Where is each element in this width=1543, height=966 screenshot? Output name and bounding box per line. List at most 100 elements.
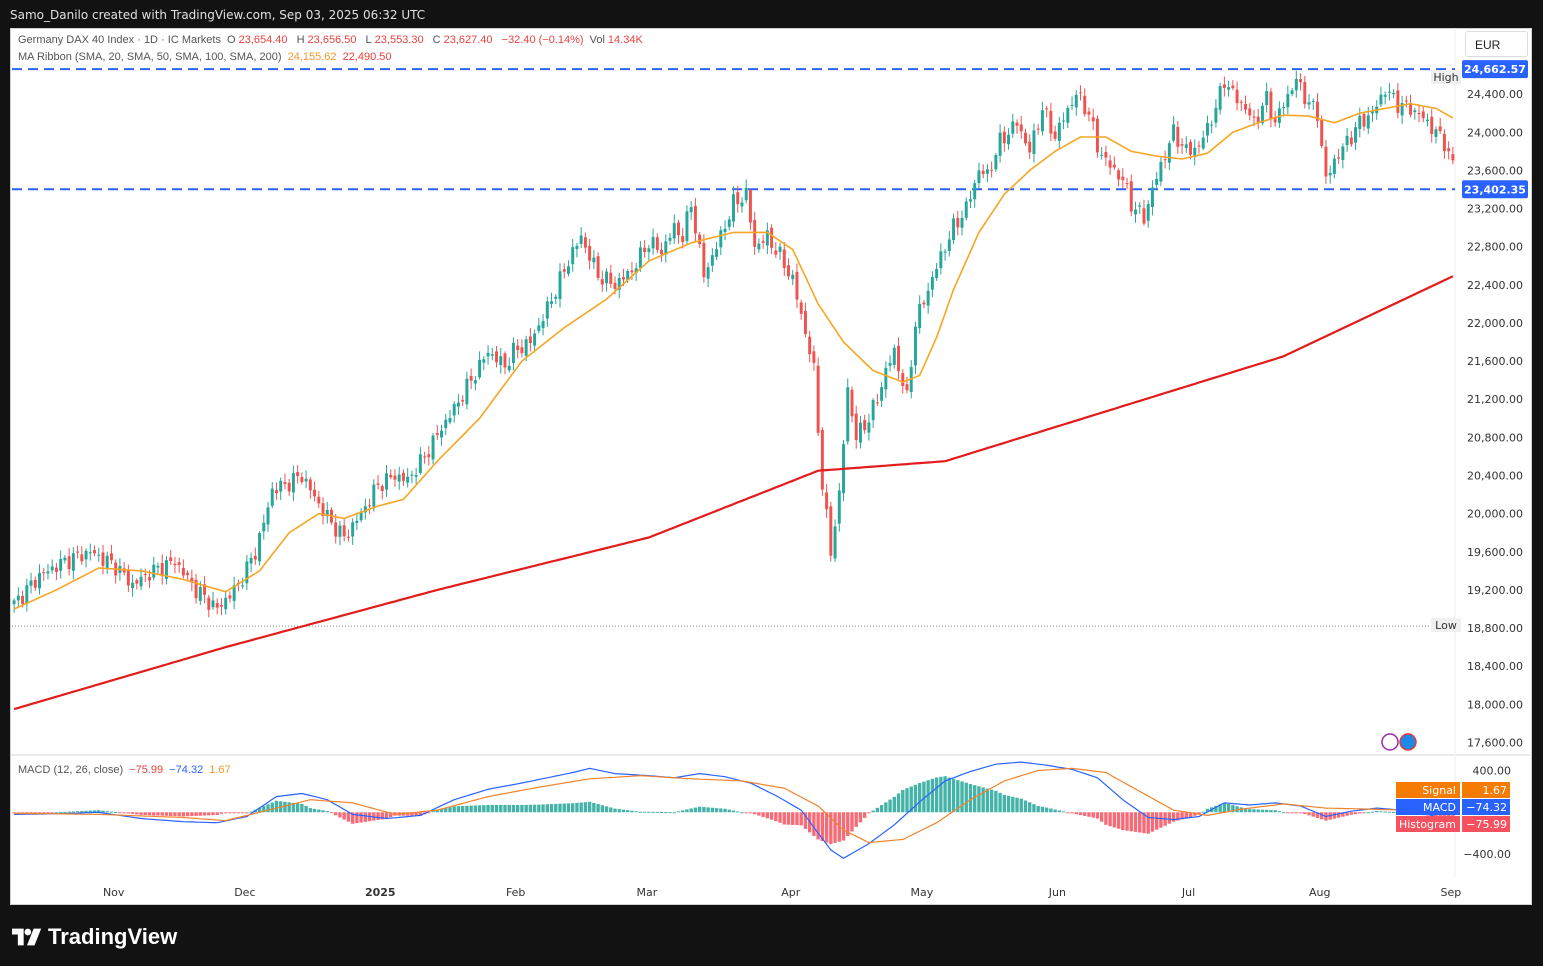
candle-body xyxy=(1100,154,1104,156)
candle-body xyxy=(1354,127,1358,143)
macd-histogram-bar xyxy=(511,804,516,813)
candle-body xyxy=(1248,108,1252,116)
macd-histogram-bar xyxy=(1193,812,1197,816)
macd-histogram-bar xyxy=(613,808,617,813)
macd-histogram-bar xyxy=(1057,810,1062,813)
candle-body xyxy=(774,250,778,255)
candle-body xyxy=(131,582,135,589)
candle-body xyxy=(1332,158,1336,174)
candle-body xyxy=(1193,147,1197,158)
macd-histogram-bar xyxy=(359,812,363,823)
candle-body xyxy=(1273,118,1277,123)
macd-histogram-bar xyxy=(1006,795,1011,813)
candle-body xyxy=(977,170,981,184)
candle-body xyxy=(304,478,308,482)
macd-histogram-bar xyxy=(405,812,410,816)
macd-histogram-bar xyxy=(342,812,346,820)
macd-histogram-bar xyxy=(867,812,871,814)
macd-histogram-bar xyxy=(1218,804,1222,813)
macd-histogram-bar xyxy=(774,812,778,822)
candle-body xyxy=(748,190,752,223)
macd-histogram-bar xyxy=(676,811,681,813)
macd-histogram-bar xyxy=(791,812,795,825)
candle-body xyxy=(431,435,435,460)
macd-histogram-bar xyxy=(1349,812,1354,815)
macd-histogram-bar xyxy=(1095,812,1100,819)
candle-body xyxy=(1362,114,1366,127)
macd-histogram-bar xyxy=(283,801,287,813)
candle-body xyxy=(1426,119,1429,122)
candle-body xyxy=(418,454,422,473)
candle-body xyxy=(54,567,58,572)
macd-histogram-bar xyxy=(126,812,131,814)
candle-body xyxy=(943,251,947,253)
candle-body xyxy=(1417,112,1421,115)
macd-histogram-bar xyxy=(571,803,575,813)
macd-histogram-bar xyxy=(1341,812,1345,817)
macd-histogram-bar xyxy=(537,804,541,813)
candle-body xyxy=(770,227,774,248)
macd-histogram-bar xyxy=(152,812,156,816)
candle-body xyxy=(630,270,634,273)
macd-histogram-bar xyxy=(1391,811,1396,813)
macd-histogram-bar xyxy=(1150,812,1155,832)
candle-body xyxy=(42,572,46,574)
candle-body xyxy=(308,479,312,491)
macd-histogram-bar xyxy=(841,812,846,841)
macd-histogram-bar xyxy=(1286,812,1290,814)
candle-body xyxy=(901,373,905,386)
level-price-tag xyxy=(1462,180,1528,199)
y-tick-label: 24,000.00 xyxy=(1467,126,1523,139)
macd-histogram-bar xyxy=(1256,809,1260,813)
candle-body xyxy=(279,480,283,492)
macd-y-tick-label: 400.00 xyxy=(1473,764,1512,777)
macd-histogram-bar xyxy=(1205,808,1210,813)
candle-body xyxy=(1184,144,1188,149)
macd-histogram-bar xyxy=(1281,812,1286,814)
candle-body xyxy=(660,249,664,255)
candle-body xyxy=(401,472,405,481)
macd-histogram-bar xyxy=(744,812,748,814)
candle-body xyxy=(1320,120,1324,146)
lightning-icon xyxy=(1381,733,1399,751)
candle-body xyxy=(376,483,380,485)
candle-body xyxy=(338,525,342,537)
macd-histogram-bar xyxy=(1023,800,1028,813)
macd-histogram-bar xyxy=(1074,812,1078,815)
macd-tag-label-bg xyxy=(1396,816,1460,832)
macd-histogram-bar xyxy=(1002,794,1007,813)
candle-body xyxy=(613,282,617,289)
candle-body xyxy=(101,552,105,566)
candle-body xyxy=(1040,110,1044,132)
candle-body xyxy=(837,490,841,524)
candle-body xyxy=(266,507,270,525)
macd-legend: MACD (12, 26, close) −75.99 −74.32 1.67 xyxy=(18,764,234,776)
macd-histogram-bar xyxy=(135,812,139,815)
macd-histogram-bar xyxy=(1125,812,1129,831)
candle-body xyxy=(262,522,266,532)
candle-body xyxy=(1252,116,1256,118)
macd-histogram-bar xyxy=(1303,812,1307,815)
currency-button[interactable]: EUR xyxy=(1465,31,1528,57)
macd-histogram-bar xyxy=(1112,812,1117,828)
candle-body xyxy=(715,249,719,257)
candle-body xyxy=(1066,108,1070,123)
macd-histogram-bar xyxy=(786,812,791,825)
tradingview-logo-icon xyxy=(12,928,42,946)
macd-histogram-bar xyxy=(964,782,968,813)
macd-histogram-bar xyxy=(1442,812,1447,819)
candle-body xyxy=(80,554,84,562)
macd-histogram-bar xyxy=(968,784,973,813)
candle-body xyxy=(181,567,185,576)
macd-histogram-bar xyxy=(1036,806,1040,813)
macd-histogram-bar xyxy=(329,812,334,814)
macd-histogram-bar xyxy=(1315,812,1320,818)
y-tick-label: 19,600.00 xyxy=(1467,546,1523,559)
macd-histogram-bar xyxy=(194,812,198,816)
macd-histogram-bar xyxy=(1269,810,1273,813)
macd-histogram-bar xyxy=(257,807,262,813)
macd-histogram-bar xyxy=(829,812,833,845)
macd-histogram-bar xyxy=(503,804,507,813)
candle-body xyxy=(1125,183,1129,185)
